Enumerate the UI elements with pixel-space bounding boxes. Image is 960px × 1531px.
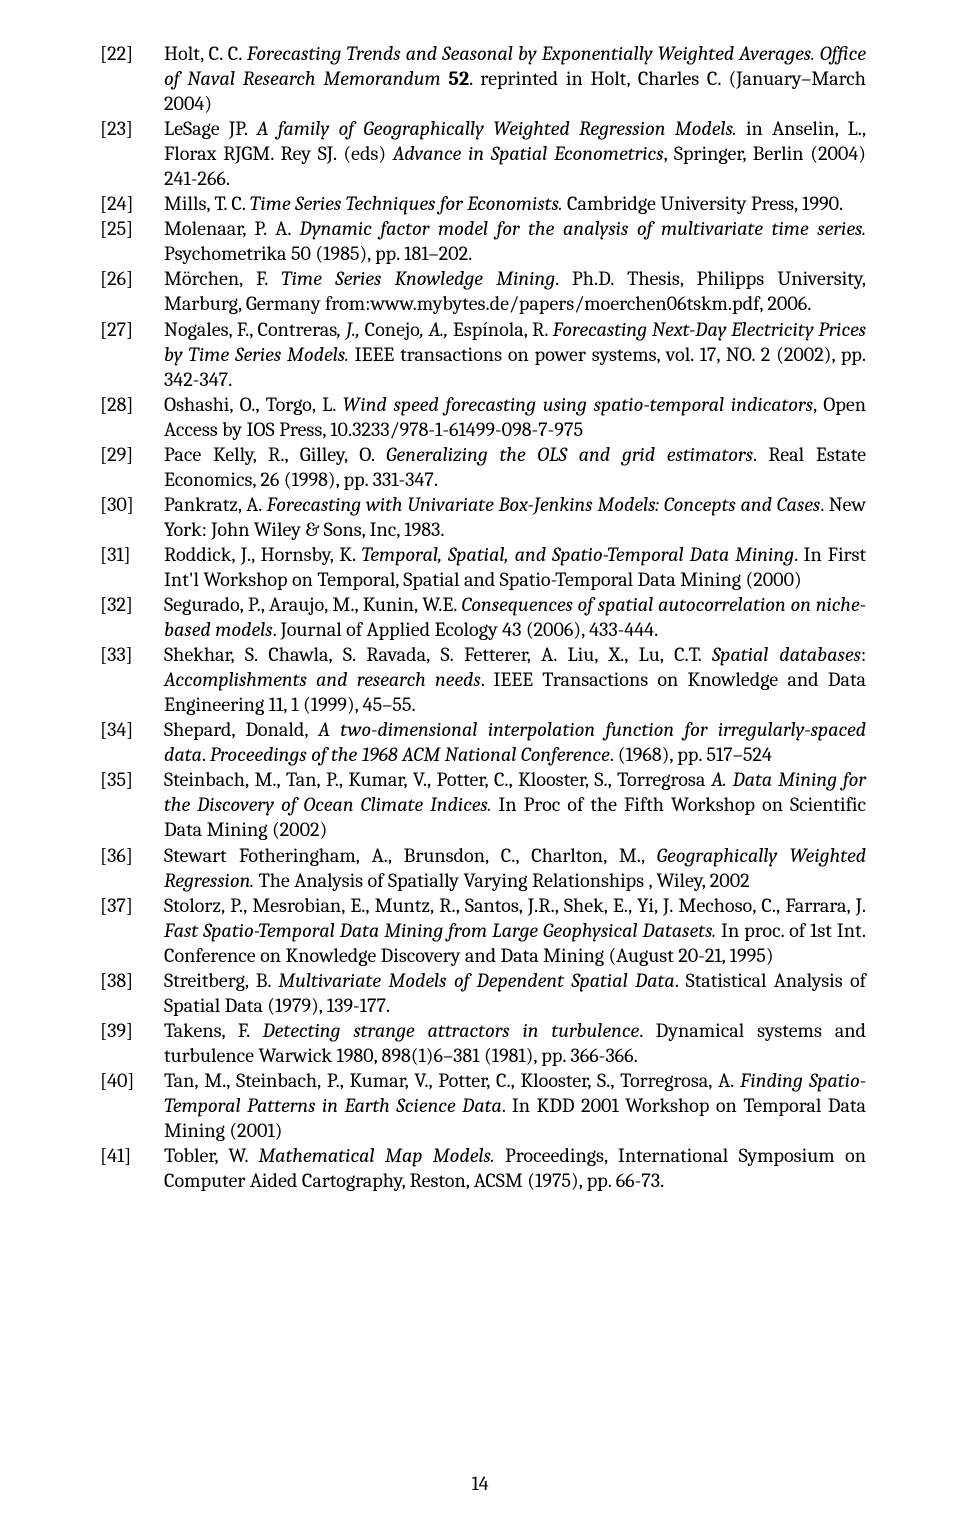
reference-body: Nogales, F., Contreras, J., Conejo, A., …	[164, 318, 866, 393]
reference-body: Mörchen, F. Time Series Knowledge Mining…	[164, 267, 866, 317]
reference-item: [30]Pankratz, A. Forecasting with Univar…	[100, 493, 866, 543]
reference-body: Shepard, Donald, A two-dimensional inter…	[164, 718, 866, 768]
reference-body: Stewart Fotheringham, A., Brunsdon, C., …	[164, 844, 866, 894]
reference-item: [36]Stewart Fotheringham, A., Brunsdon, …	[100, 844, 866, 894]
reference-number: [27]	[100, 318, 164, 393]
reference-body: Oshashi, O., Torgo, L. Wind speed foreca…	[164, 393, 866, 443]
reference-item: [33]Shekhar, S. Chawla, S. Ravada, S. Fe…	[100, 643, 866, 718]
reference-item: [24]Mills, T. C. Time Series Techniques …	[100, 192, 866, 217]
reference-body: Stolorz, P., Mesrobian, E., Muntz, R., S…	[164, 894, 866, 969]
reference-number: [35]	[100, 768, 164, 843]
reference-number: [38]	[100, 969, 164, 1019]
reference-item: [31]Roddick, J., Hornsby, K. Temporal, S…	[100, 543, 866, 593]
reference-body: Pace Kelly, R., Gilley, O. Generalizing …	[164, 443, 866, 493]
reference-number: [30]	[100, 493, 164, 543]
reference-number: [36]	[100, 844, 164, 894]
reference-item: [40]Tan, M., Steinbach, P., Kumar, V., P…	[100, 1069, 866, 1144]
reference-number: [25]	[100, 217, 164, 267]
reference-item: [29]Pace Kelly, R., Gilley, O. Generaliz…	[100, 443, 866, 493]
page: [22]Holt, C. C. Forecasting Trends and S…	[0, 0, 960, 1531]
reference-item: [38]Streitberg, B. Multivariate Models o…	[100, 969, 866, 1019]
reference-body: Roddick, J., Hornsby, K. Temporal, Spati…	[164, 543, 866, 593]
reference-body: Tan, M., Steinbach, P., Kumar, V., Potte…	[164, 1069, 866, 1144]
reference-item: [37]Stolorz, P., Mesrobian, E., Muntz, R…	[100, 894, 866, 969]
page-number: 14	[0, 1472, 960, 1495]
reference-body: Segurado, P., Araujo, M., Kunin, W.E. Co…	[164, 593, 866, 643]
reference-number: [26]	[100, 267, 164, 317]
reference-number: [34]	[100, 718, 164, 768]
reference-body: LeSage JP. A family of Geographically We…	[164, 117, 866, 192]
reference-number: [31]	[100, 543, 164, 593]
reference-item: [41]Tobler, W. Mathematical Map Models. …	[100, 1144, 866, 1194]
reference-number: [41]	[100, 1144, 164, 1194]
reference-item: [39]Takens, F. Detecting strange attract…	[100, 1019, 866, 1069]
reference-item: [25]Molenaar, P. A. Dynamic factor model…	[100, 217, 866, 267]
reference-body: Holt, C. C. Forecasting Trends and Seaso…	[164, 42, 866, 117]
reference-number: [40]	[100, 1069, 164, 1144]
reference-body: Shekhar, S. Chawla, S. Ravada, S. Fetter…	[164, 643, 866, 718]
reference-number: [23]	[100, 117, 164, 192]
reference-body: Pankratz, A. Forecasting with Univariate…	[164, 493, 866, 543]
reference-body: Streitberg, B. Multivariate Models of De…	[164, 969, 866, 1019]
reference-number: [24]	[100, 192, 164, 217]
reference-item: [34]Shepard, Donald, A two-dimensional i…	[100, 718, 866, 768]
reference-item: [32]Segurado, P., Araujo, M., Kunin, W.E…	[100, 593, 866, 643]
reference-number: [33]	[100, 643, 164, 718]
reference-item: [23]LeSage JP. A family of Geographicall…	[100, 117, 866, 192]
reference-item: [28]Oshashi, O., Torgo, L. Wind speed fo…	[100, 393, 866, 443]
reference-body: Tobler, W. Mathematical Map Models. Proc…	[164, 1144, 866, 1194]
reference-item: [27]Nogales, F., Contreras, J., Conejo, …	[100, 318, 866, 393]
reference-number: [39]	[100, 1019, 164, 1069]
reference-number: [28]	[100, 393, 164, 443]
reference-number: [29]	[100, 443, 164, 493]
reference-item: [26]Mörchen, F. Time Series Knowledge Mi…	[100, 267, 866, 317]
reference-body: Mills, T. C. Time Series Techniques for …	[164, 192, 866, 217]
reference-body: Takens, F. Detecting strange attractors …	[164, 1019, 866, 1069]
reference-item: [22]Holt, C. C. Forecasting Trends and S…	[100, 42, 866, 117]
reference-number: [37]	[100, 894, 164, 969]
reference-number: [32]	[100, 593, 164, 643]
reference-body: Steinbach, M., Tan, P., Kumar, V., Potte…	[164, 768, 866, 843]
reference-item: [35]Steinbach, M., Tan, P., Kumar, V., P…	[100, 768, 866, 843]
reference-body: Molenaar, P. A. Dynamic factor model for…	[164, 217, 866, 267]
reference-number: [22]	[100, 42, 164, 117]
reference-list: [22]Holt, C. C. Forecasting Trends and S…	[100, 42, 866, 1194]
